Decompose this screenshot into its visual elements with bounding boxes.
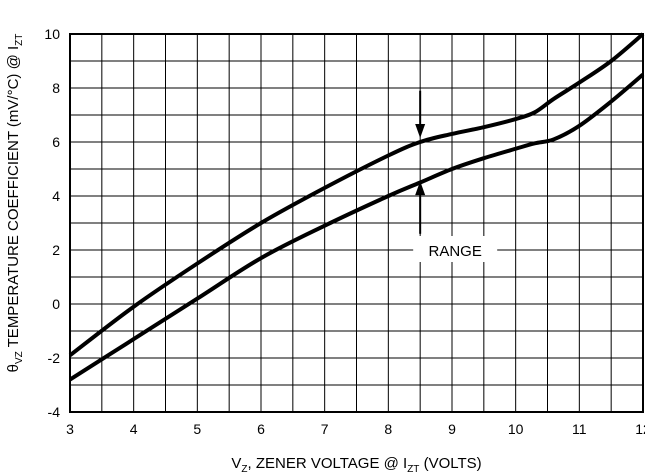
- x-tick-label: 4: [130, 421, 138, 437]
- x-tick-label: 9: [448, 421, 456, 437]
- plot-frame: [69, 33, 644, 413]
- range-arrow-upper-head: [415, 123, 426, 138]
- x-tick-label: 6: [257, 421, 265, 437]
- x-tick-label: 8: [384, 421, 392, 437]
- series-lines: [68, 32, 645, 382]
- y-tick-labels: -4 -2 0 2 4 6 8 10: [44, 26, 60, 420]
- x-tick-label: 10: [508, 421, 524, 437]
- series-line-lower: [68, 72, 645, 382]
- y-axis-title: θVZ TEMPERATURE COEFFICIENT (mV/°C) @ IZ…: [5, 34, 25, 373]
- grid: [69, 33, 644, 413]
- y-tick-label: 6: [52, 134, 60, 150]
- x-tick-label: 7: [321, 421, 329, 437]
- y-tick-label: 4: [52, 188, 60, 204]
- range-annotation: RANGE: [413, 90, 498, 262]
- x-tick-label: 5: [193, 421, 201, 437]
- range-label-background: [413, 236, 498, 262]
- series-line-upper: [68, 32, 645, 357]
- y-tick-label: -4: [48, 404, 61, 420]
- y-tick-label: 8: [52, 80, 60, 96]
- y-tick-label: 0: [52, 296, 60, 312]
- x-tick-labels: 3 4 5 6 7 8 9 10 11 12: [66, 421, 645, 437]
- x-tick-label: 3: [66, 421, 74, 437]
- y-tick-label: -2: [48, 350, 61, 366]
- range-arrow-lower-head: [415, 181, 426, 196]
- x-axis-title: VZ, ZENER VOLTAGE @ IZT (VOLTS): [231, 455, 481, 474]
- y-tick-label: 2: [52, 242, 60, 258]
- x-tick-label: 11: [572, 421, 587, 437]
- y-tick-label: 10: [44, 26, 60, 42]
- range-label: RANGE: [429, 243, 482, 260]
- x-tick-label: 12: [635, 421, 645, 437]
